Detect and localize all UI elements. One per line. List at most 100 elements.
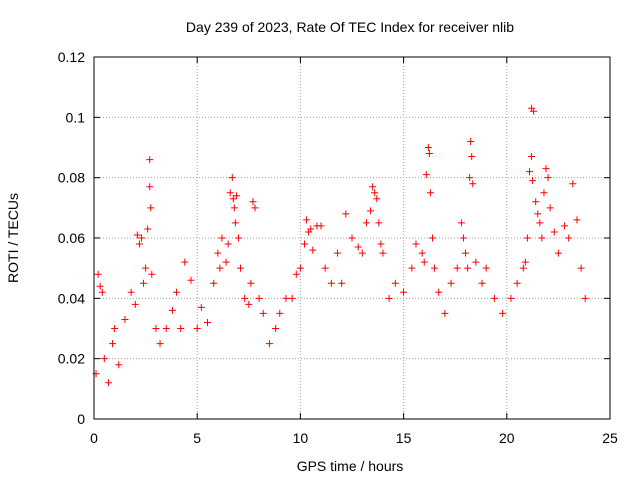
data-point (301, 240, 309, 248)
chart-title: Day 239 of 2023, Rate Of TEC Index for r… (186, 19, 514, 35)
data-point (577, 264, 585, 272)
data-point (536, 219, 544, 227)
data-point (204, 318, 212, 326)
data-point (565, 234, 573, 242)
data-point (358, 249, 366, 257)
data-point (148, 270, 156, 278)
data-point (245, 300, 253, 308)
data-point (214, 249, 222, 257)
data-point (276, 309, 284, 317)
y-tick-label: 0.06 (58, 230, 85, 246)
x-tick-label: 5 (193, 430, 201, 446)
data-point (472, 258, 480, 266)
data-point (375, 219, 383, 227)
data-point (135, 240, 143, 248)
data-point (447, 279, 455, 287)
data-point (259, 309, 267, 317)
data-point (232, 192, 240, 200)
data-point (391, 279, 399, 287)
data-point (109, 340, 117, 348)
data-point (457, 219, 465, 227)
data-point (251, 204, 259, 212)
data-point (147, 204, 155, 212)
data-point (377, 240, 385, 248)
data-point (152, 325, 160, 332)
data-point (292, 270, 300, 278)
data-point (230, 204, 238, 212)
data-point (507, 294, 515, 302)
data-point (521, 258, 529, 266)
data-point (529, 177, 537, 185)
data-point (490, 294, 498, 302)
data-point (142, 264, 150, 272)
y-tick-label: 0 (77, 411, 85, 427)
data-point (561, 222, 569, 230)
data-point (282, 294, 290, 302)
data-point (542, 165, 550, 173)
y-tick-label: 0.08 (58, 170, 85, 186)
data-point (216, 264, 224, 272)
y-tick-labels: 0 0.02 0.04 0.06 0.08 0.1 0.12 (58, 49, 85, 427)
data-point (327, 279, 335, 287)
data-point (424, 144, 432, 151)
data-point (265, 340, 273, 348)
x-tick-label: 0 (90, 430, 98, 446)
data-point (241, 294, 249, 302)
data-point (98, 288, 106, 296)
data-point (534, 210, 542, 218)
x-tick-label: 15 (396, 430, 412, 446)
data-point (373, 195, 381, 203)
data-point (538, 234, 546, 242)
data-point (400, 288, 408, 296)
data-point (228, 174, 236, 182)
data-point (544, 174, 552, 182)
data-point (173, 288, 181, 296)
data-point (482, 264, 490, 272)
axis-ticks (93, 56, 611, 420)
y-tick-label: 0.04 (58, 290, 85, 306)
data-point (247, 279, 255, 287)
data-point (133, 231, 141, 239)
data-point (532, 198, 540, 206)
data-point (468, 153, 476, 161)
data-point (540, 189, 548, 197)
y-tick-label: 0.02 (58, 351, 85, 367)
data-point (519, 264, 527, 272)
data-point (469, 180, 477, 188)
data-point (181, 258, 189, 266)
data-point (526, 168, 534, 176)
data-point (229, 195, 237, 203)
x-tick-label: 20 (499, 430, 515, 446)
data-point (573, 216, 581, 224)
data-point (177, 325, 185, 332)
data-point (342, 210, 350, 218)
data-point (369, 183, 377, 191)
data-point (303, 216, 311, 224)
x-tick-labels: 0 5 10 15 20 25 (90, 430, 618, 446)
y-tick-label: 0.12 (58, 49, 85, 65)
data-point (187, 276, 195, 284)
data-point (338, 279, 346, 287)
data-point (379, 249, 387, 257)
data-point (371, 189, 379, 197)
data-point (569, 180, 577, 188)
data-point (210, 279, 218, 287)
data-point (530, 107, 538, 115)
data-point (137, 234, 145, 242)
data-point (168, 306, 176, 314)
data-point (418, 249, 426, 257)
data-point (104, 379, 112, 387)
y-tick-label: 0.1 (66, 109, 86, 125)
data-point (467, 137, 475, 145)
data-point (546, 204, 554, 212)
data-point (140, 279, 148, 287)
data-point (146, 183, 154, 191)
data-point (367, 207, 375, 215)
data-point (441, 309, 449, 317)
data-point (412, 240, 420, 248)
data-point (317, 222, 325, 230)
data-point (431, 264, 439, 272)
data-point (218, 234, 226, 242)
data-point (499, 309, 507, 317)
